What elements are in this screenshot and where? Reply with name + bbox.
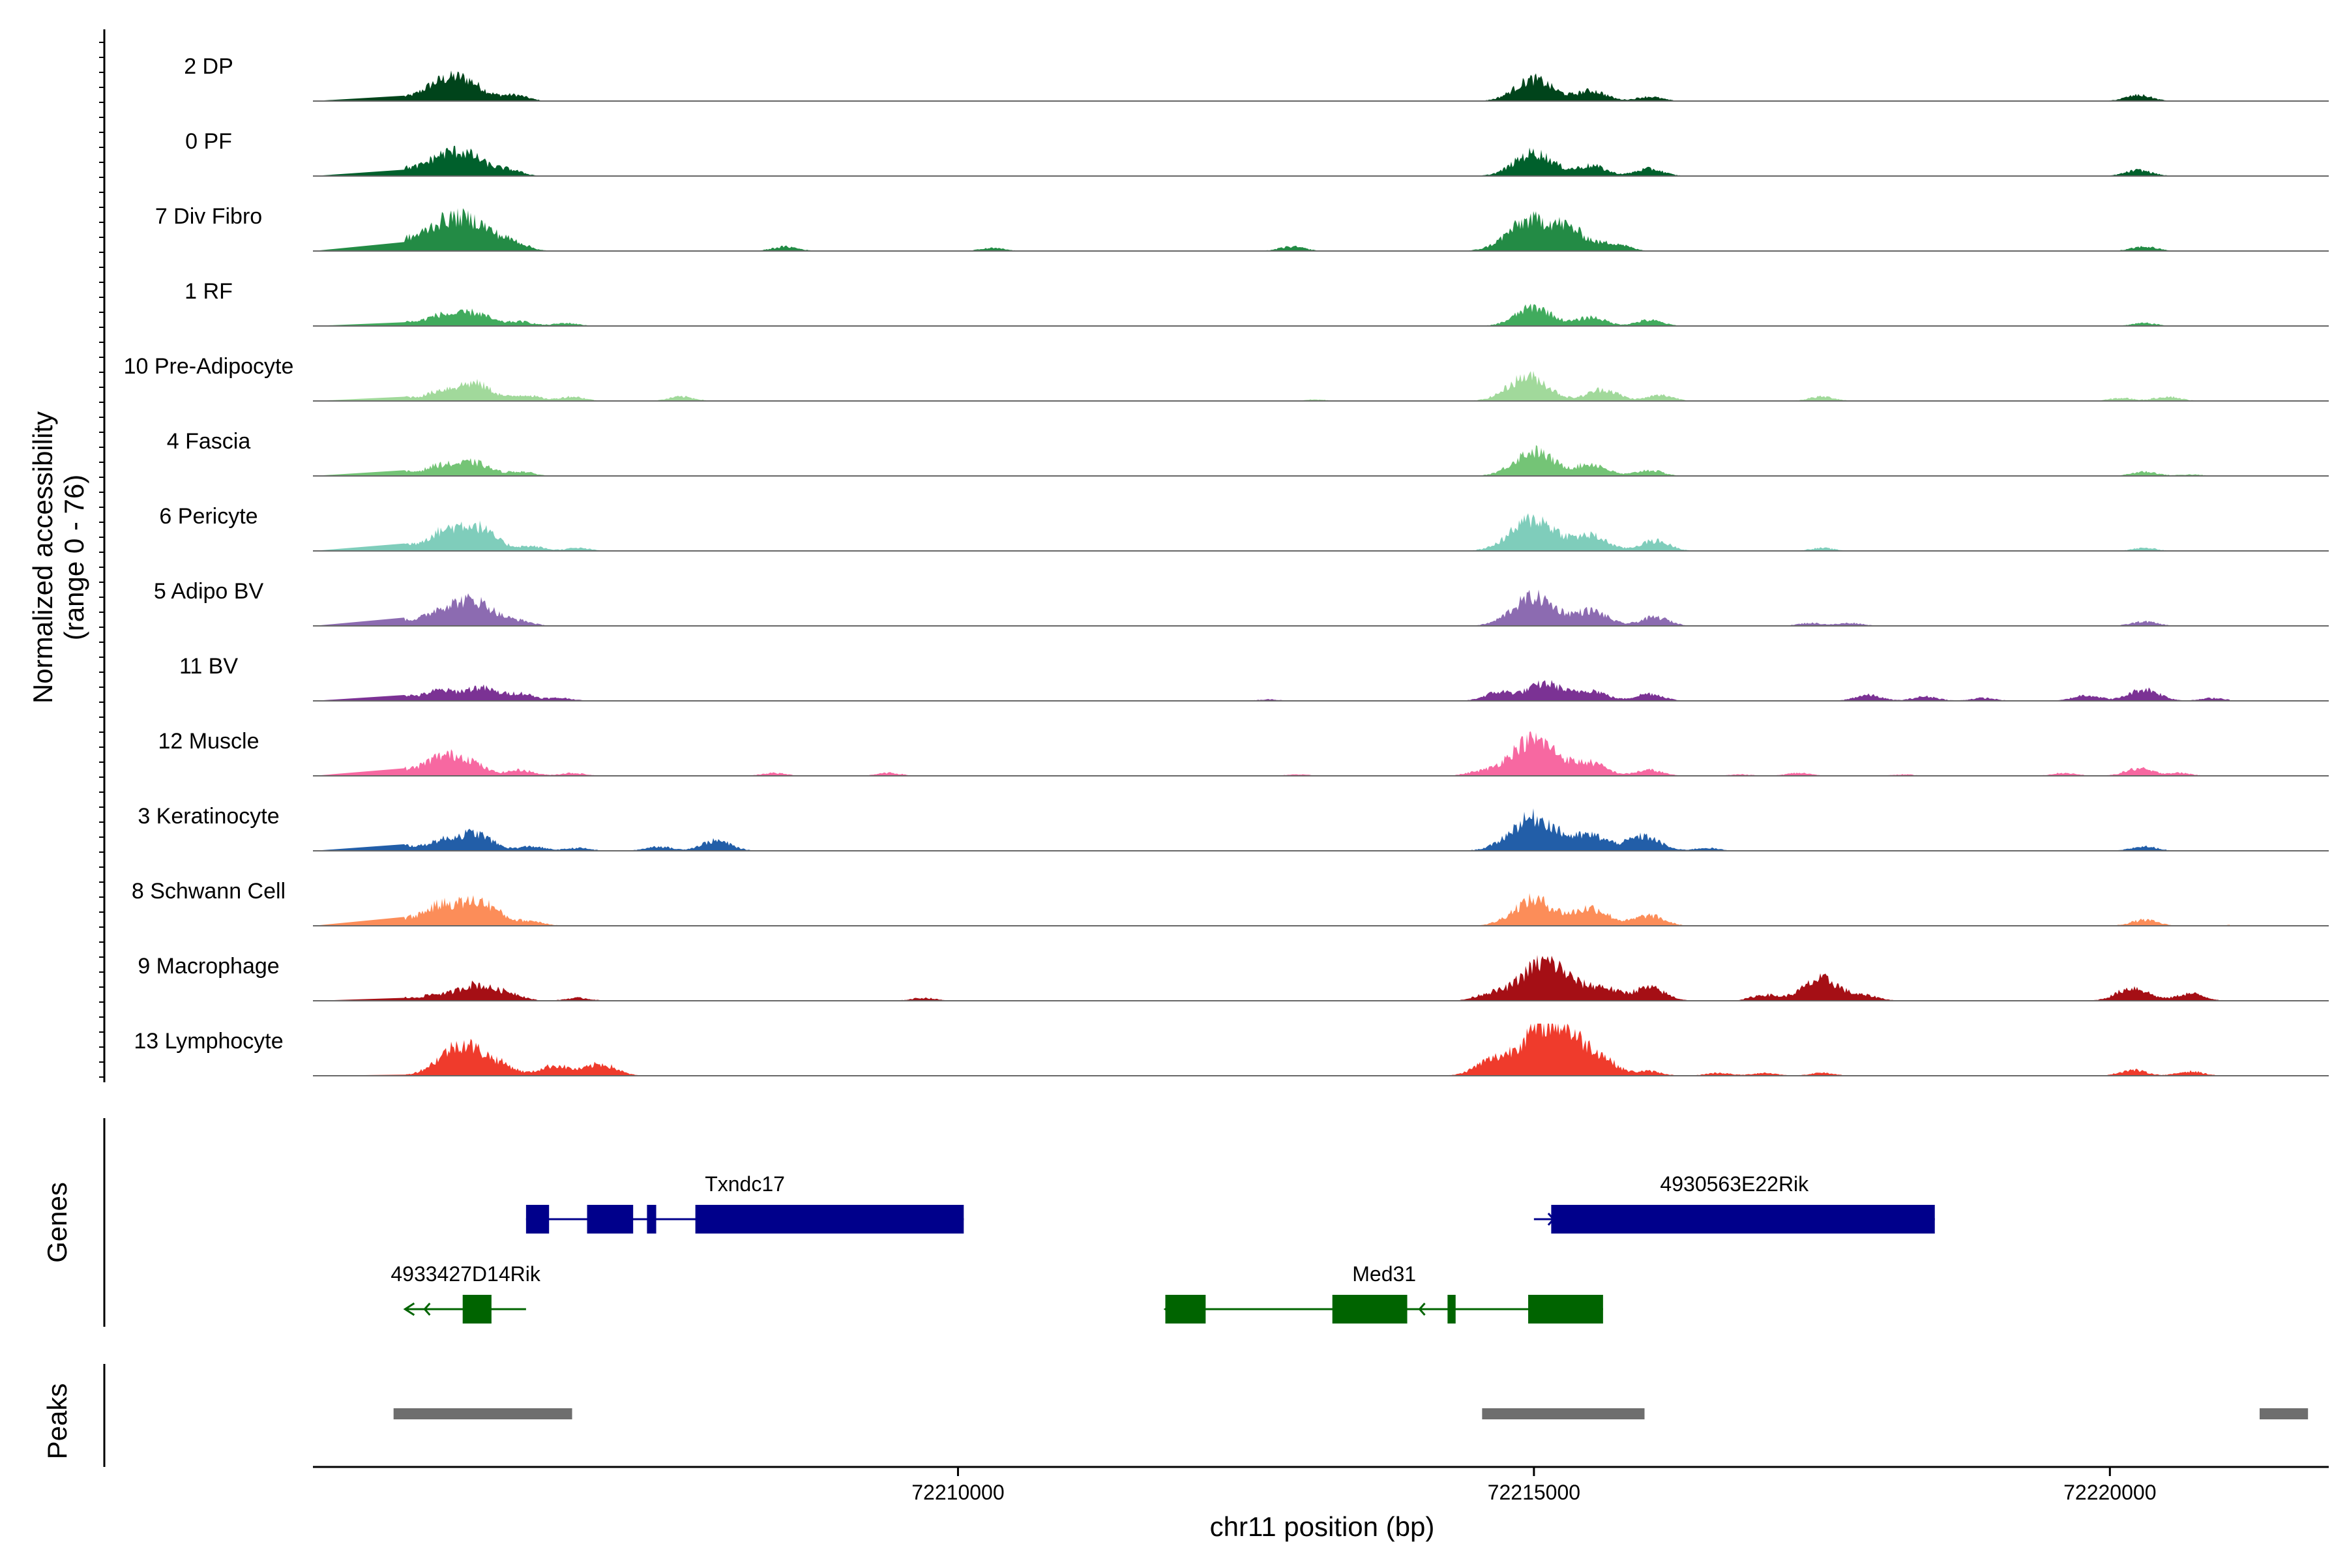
x-axis: 72210000 72215000 72220000 [313,1466,2329,1504]
track-label: 6 Pericyte [159,504,258,529]
strand-arrow [1418,1303,1426,1316]
gene-exon [1528,1295,1603,1324]
peak-bar [1482,1408,1645,1419]
gene-exon [462,1295,492,1324]
track-label: 13 Lymphocyte [134,1029,283,1054]
track-4-fascia: 4 Fascia [167,429,2329,477]
gene-label: Txndc17 [705,1172,785,1196]
x-tick-label: 72210000 [911,1481,1004,1504]
track-label: 7 Div Fibro [155,204,262,229]
strand-arrow [403,1302,415,1316]
gene-med31: Med31 [1163,1262,1603,1324]
track-label: 9 Macrophage [138,954,279,979]
gene-4930563e22rik: 4930563E22Rik [1533,1172,1935,1234]
gene-exon [1551,1205,1935,1234]
gene-4933427d14rik: 4933427D14Rik [391,1262,541,1324]
track-2-dp: 2 DP [184,54,2329,102]
track-label: 8 Schwann Cell [132,879,286,904]
track-label: 1 RF [185,279,233,304]
strand-arrow [423,1303,431,1316]
x-tick-label: 72215000 [1488,1481,1580,1504]
peaks-panel-label: Peaks [42,1383,72,1460]
track-9-macrophage: 9 Macrophage [138,954,2329,1001]
y-axis-range-label: (range 0 - 76) [59,475,89,640]
y-axis [99,29,106,1082]
peak-bar [2259,1408,2309,1419]
track-label: 5 Adipo BV [154,579,264,604]
gene-exon [587,1205,634,1234]
gene-exon [647,1205,657,1234]
track-6-pericyte: 6 Pericyte [159,504,2329,552]
y-axis-label: Normalized accessibility [27,411,58,703]
track-label: 4 Fascia [167,429,251,454]
coverage-area [313,1024,2230,1076]
gene-label: Med31 [1352,1262,1416,1286]
peaks-panel [103,1364,2309,1467]
peak-bar [393,1408,572,1419]
track-5-adipo-bv: 5 Adipo BV [154,579,2329,627]
track-label: 3 Keratinocyte [138,804,279,829]
gene-exon [1447,1295,1456,1324]
track-11-bv: 11 BV [179,654,2329,702]
coverage-area [313,208,2230,251]
track-label: 12 Muscle [158,729,259,754]
track-13-lymphocyte: 13 Lymphocyte [134,1024,2329,1076]
gene-label: 4930563E22Rik [1660,1172,1809,1196]
track-0-pf: 0 PF [185,129,2329,177]
coverage-area [313,70,2230,101]
track-3-keratinocyte: 3 Keratinocyte [138,804,2329,851]
track-label: 11 BV [179,654,238,679]
track-10-pre-adipocyte: 10 Pre-Adipocyte [124,354,2329,402]
track-7-div-fibro: 7 Div Fibro [155,204,2329,252]
gene-exon [525,1205,550,1234]
gene-txndc17: Txndc17 [525,1172,964,1234]
track-label: 0 PF [185,129,232,154]
gene-exon [1165,1295,1206,1324]
coverage-area [313,589,2230,626]
coverage-area [313,893,2230,926]
coverage-area [313,145,2230,176]
x-axis-label: chr11 position (bp) [1210,1511,1435,1542]
gene-exon [1332,1295,1408,1324]
track-8-schwann-cell: 8 Schwann Cell [132,879,2329,926]
coverage-tracks: 2 DP 0 PF 7 Div Fibro 1 RF 10 Pre-Adipocyte 4… [124,54,2329,1076]
coverage-area [313,513,2230,551]
coverage-area [313,954,2230,1001]
track-label: 10 Pre-Adipocyte [124,354,294,379]
track-12-muscle: 12 Muscle [158,729,2329,777]
coverage-area [313,679,2230,701]
coverage-area [313,371,2230,401]
genes-panel: Txndc17 4930563E22Rik 4933427D14Rik Med31 [103,1118,1935,1327]
gene-label: 4933427D14Rik [391,1262,541,1286]
x-tick-label: 72220000 [2063,1481,2156,1504]
track-1-rf: 1 RF [185,279,2329,327]
genes-panel-label: Genes [42,1182,72,1263]
track-label: 2 DP [184,54,233,79]
gene-exon [695,1205,964,1234]
coverage-area [313,303,2230,326]
